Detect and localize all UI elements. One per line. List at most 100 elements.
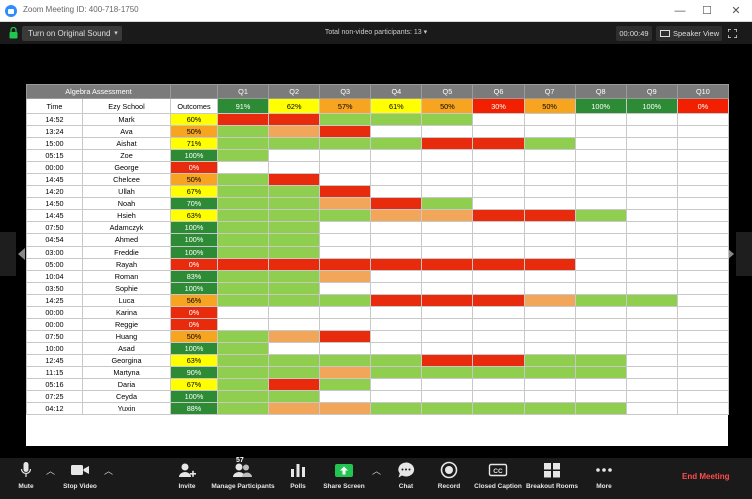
student-name-cell: Asad [82, 341, 171, 355]
answer-cell [523, 378, 576, 392]
answer-cell [523, 293, 576, 307]
answer-cell [370, 137, 423, 151]
original-sound-button[interactable]: Turn on Original Sound [22, 26, 117, 41]
question-pct: 30% [472, 98, 525, 114]
answer-cell [216, 173, 270, 187]
answer-cell [676, 161, 729, 175]
answer-cell [676, 281, 729, 295]
answer-cell [676, 293, 729, 307]
more-button[interactable]: More [590, 460, 618, 490]
answer-cell [574, 402, 627, 416]
meeting-toolbar: Mute ︿ Stop Video ︿ Invite 57 Manage Par… [0, 457, 752, 499]
next-page-panel[interactable] [736, 232, 752, 276]
chat-button[interactable]: Chat [392, 460, 420, 490]
video-options-caret[interactable]: ︿ [104, 466, 114, 476]
question-header: Q10 [676, 84, 729, 99]
answer-cell [268, 317, 321, 331]
prev-page-panel[interactable] [0, 232, 16, 276]
answer-cell [523, 365, 576, 380]
answer-cell [625, 378, 678, 392]
share-options-caret[interactable]: ︿ [372, 466, 382, 476]
table-row: 14:52 Mark 60% [26, 112, 729, 127]
share-screen-button[interactable]: Share Screen [322, 460, 366, 490]
svg-text:CC: CC [493, 468, 503, 475]
time-cell: 00:00 [26, 305, 83, 319]
answer-cell [370, 125, 423, 139]
answer-cell [472, 209, 525, 223]
manage-participants-button[interactable]: 57 Manage Participants [208, 457, 278, 490]
answer-cell [216, 112, 270, 127]
answer-cell [319, 197, 372, 211]
lock-icon[interactable] [9, 27, 18, 39]
student-name-cell: Georgina [82, 353, 171, 367]
fullscreen-icon[interactable] [728, 29, 737, 38]
answer-cell [268, 185, 321, 199]
answer-cell [268, 329, 321, 343]
question-header: Q8 [574, 84, 627, 99]
answer-cell [370, 149, 423, 163]
record-label: Record [437, 483, 461, 490]
participants-status[interactable]: Total non-video participants: 13 ▾ [0, 28, 752, 36]
answer-cell [216, 125, 270, 139]
answer-cell [268, 161, 321, 175]
table-row: 00:00 George 0% [26, 161, 729, 175]
outcome-cell: 60% [170, 112, 218, 127]
answer-cell [625, 221, 678, 235]
answer-cell [676, 173, 729, 187]
answer-cell [472, 185, 525, 199]
end-meeting-button[interactable]: End Meeting [682, 472, 730, 481]
record-button[interactable]: Record [434, 460, 464, 490]
maximize-button[interactable]: ☐ [702, 5, 712, 17]
table-row: 14:45 Chelcee 50% [26, 173, 729, 187]
next-page-icon[interactable] [727, 248, 734, 260]
student-name-cell: Daria [82, 378, 171, 392]
closed-caption-button[interactable]: CC Closed Caption [472, 460, 524, 490]
answer-cell [676, 257, 729, 271]
outcome-cell: 0% [170, 257, 218, 271]
polls-button[interactable]: Polls [284, 460, 312, 490]
answer-cell [319, 317, 372, 331]
invite-button[interactable]: Invite [172, 460, 202, 490]
time-cell: 05:00 [26, 257, 83, 271]
audio-options-caret[interactable]: ︿ [46, 466, 56, 476]
outcome-cell: 67% [170, 378, 218, 392]
table-row: 00:00 Reggie 0% [26, 317, 729, 331]
answer-cell [268, 305, 321, 319]
answer-cell [523, 341, 576, 355]
minimize-button[interactable]: — [674, 5, 686, 17]
answer-cell [676, 125, 729, 139]
col-school-header: Ezy School [82, 98, 171, 114]
record-icon [440, 461, 458, 479]
answer-cell [523, 221, 576, 235]
answer-cell [421, 365, 474, 380]
outcome-cell: 100% [170, 281, 218, 295]
answer-cell [370, 365, 423, 380]
mute-button[interactable]: Mute [12, 460, 40, 490]
answer-cell [370, 281, 423, 295]
answer-cell [676, 317, 729, 331]
answer-cell [370, 402, 423, 416]
answer-cell [370, 329, 423, 343]
original-sound-dropdown[interactable]: ▾ [110, 26, 122, 41]
close-button[interactable]: ✕ [731, 5, 741, 17]
answer-cell [523, 317, 576, 331]
answer-cell [421, 305, 474, 319]
time-cell: 15:00 [26, 137, 83, 151]
answer-cell [676, 378, 729, 392]
answer-cell [421, 209, 474, 223]
speaker-view-button[interactable]: Speaker View [656, 26, 722, 41]
answer-cell [574, 112, 627, 127]
answer-cell [523, 173, 576, 187]
stop-video-button[interactable]: Stop Video [60, 460, 100, 490]
zoom-logo-icon [5, 5, 17, 17]
answer-cell [676, 185, 729, 199]
prev-page-icon[interactable] [18, 248, 25, 260]
answer-cell [370, 317, 423, 331]
answer-cell [625, 365, 678, 380]
answer-cell [523, 329, 576, 343]
breakout-rooms-button[interactable]: Breakout Rooms [526, 460, 578, 490]
answer-cell [676, 402, 729, 416]
breakout-rooms-label: Breakout Rooms [526, 483, 579, 490]
answer-cell [676, 269, 729, 283]
answer-cell [268, 402, 321, 416]
